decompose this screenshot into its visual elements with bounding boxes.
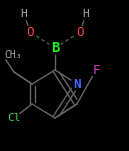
- Text: H: H: [21, 9, 27, 19]
- Text: F: F: [92, 64, 100, 77]
- Circle shape: [71, 78, 83, 90]
- Text: O: O: [76, 26, 84, 39]
- Circle shape: [74, 26, 86, 38]
- Circle shape: [80, 8, 92, 20]
- Text: H: H: [83, 9, 89, 19]
- Text: Cl: Cl: [7, 113, 21, 123]
- Circle shape: [18, 8, 30, 20]
- Text: B: B: [51, 41, 59, 55]
- Circle shape: [8, 112, 20, 124]
- Text: O: O: [26, 26, 34, 39]
- Text: N: N: [73, 77, 81, 90]
- Circle shape: [90, 64, 102, 76]
- Text: CH₃: CH₃: [4, 50, 22, 60]
- Circle shape: [24, 26, 36, 38]
- Circle shape: [49, 42, 61, 54]
